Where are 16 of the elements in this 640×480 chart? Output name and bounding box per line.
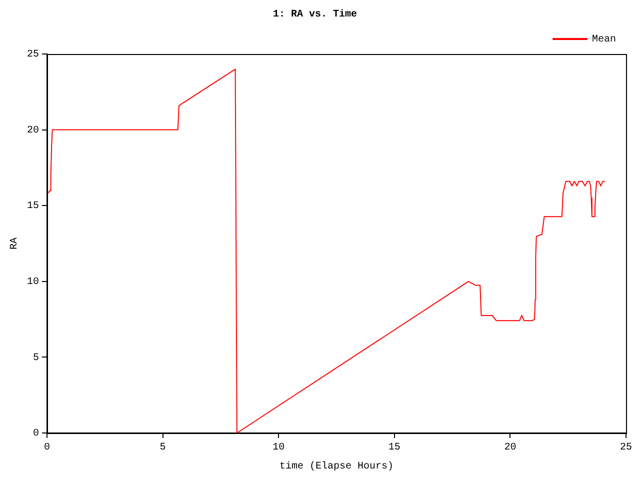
chart-title: 1: RA vs. Time <box>272 8 358 21</box>
y-tick-label: 10 <box>26 277 39 288</box>
x-tick-label: 5 <box>160 442 166 454</box>
y-axis-title: RA <box>10 237 21 250</box>
x-tick-label: 10 <box>272 442 285 454</box>
x-tick-label: 0 <box>44 442 50 454</box>
x-axis-title: time (Elapse Hours) <box>279 460 394 473</box>
x-tick-label: 20 <box>504 442 516 454</box>
y-tick-label: 15 <box>26 201 39 212</box>
y-tick-label: 5 <box>32 352 39 364</box>
y-tick-label: 25 <box>26 50 39 61</box>
x-tick-label: 25 <box>620 442 632 454</box>
y-tick-label: 0 <box>32 428 39 440</box>
x-tick-label: 15 <box>388 442 400 454</box>
legend-label: Mean <box>592 34 616 46</box>
y-tick-label: 20 <box>26 125 39 136</box>
